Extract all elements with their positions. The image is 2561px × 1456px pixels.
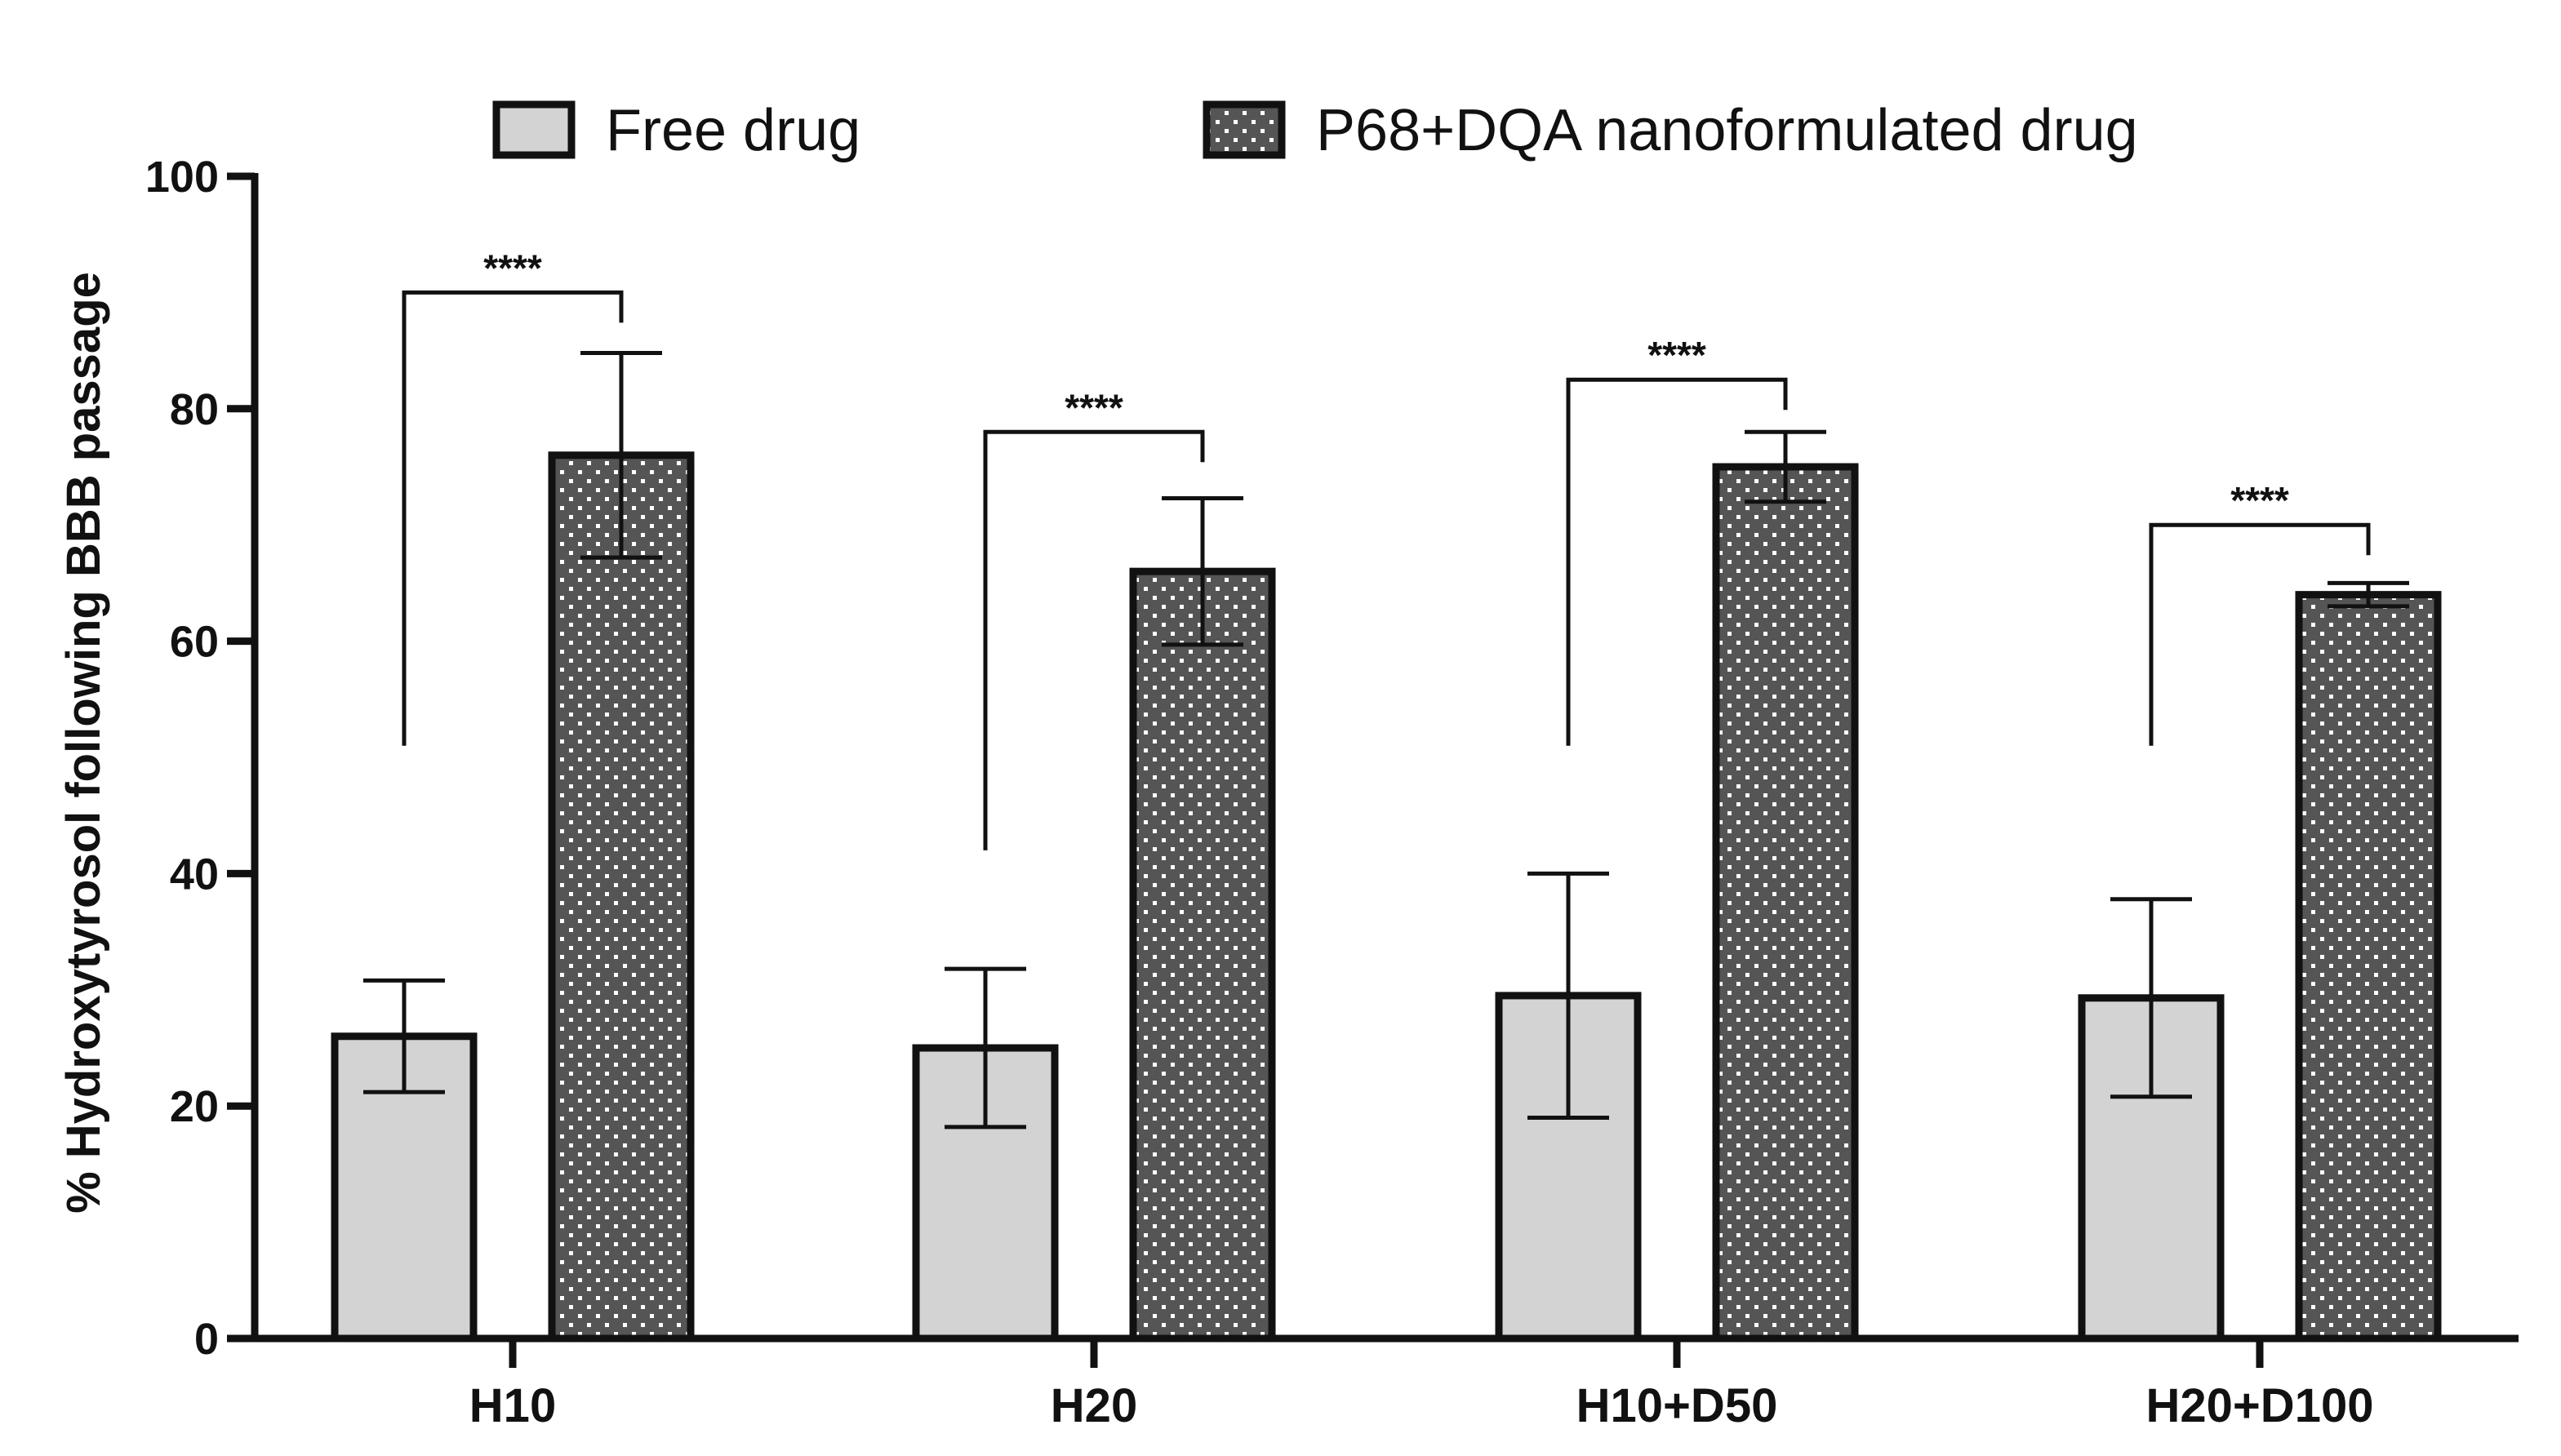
y-tick-label-60: 60	[170, 618, 219, 667]
x-category-label: H10	[469, 1379, 556, 1432]
bar-p68-dqa-nanoformulated-drug	[548, 451, 695, 1343]
y-tick-label-80: 80	[170, 385, 219, 434]
legend-swatch-nanoformulated-drug	[1203, 100, 1286, 159]
legend-label-free-drug: Free drug	[606, 98, 860, 163]
significance-bracket	[983, 429, 1205, 850]
bar-p68-dqa-nanoformulated-drug	[2295, 591, 2442, 1343]
x-category-label: H20	[1051, 1379, 1137, 1432]
y-tick-label-20: 20	[170, 1082, 219, 1131]
significance-bracket	[2149, 522, 2371, 746]
significance-bracket	[1566, 377, 1788, 746]
significance-label: ****	[1647, 334, 1706, 376]
y-tick-label-0: 0	[194, 1315, 219, 1364]
y-tick-label-40: 40	[170, 850, 219, 899]
significance-label: ****	[2230, 479, 2289, 522]
bar-p68-dqa-nanoformulated-drug	[1712, 463, 1859, 1343]
x-category-label: H10+D50	[1576, 1379, 1778, 1432]
bar-p68-dqa-nanoformulated-drug	[1129, 567, 1276, 1343]
significance-label: ****	[483, 246, 542, 289]
y-tick-label-100: 100	[145, 153, 219, 202]
legend: Free drug P68+DQA nanoformulated drug	[492, 98, 2138, 163]
legend-label-nanoformulated-drug: P68+DQA nanoformulated drug	[1316, 98, 2138, 163]
significance-label: ****	[1065, 386, 1123, 428]
x-axis: H10 H20 H10+D50 H20+D100	[251, 1334, 2519, 1432]
x-category-label: H20+D100	[2146, 1379, 2374, 1432]
legend-swatch-free-drug	[492, 100, 576, 159]
y-axis-title: % Hydroxytyrosol following BBB passage	[57, 272, 110, 1214]
plot-area: **** **** **** ****	[331, 246, 2442, 1343]
y-axis: 0 20 40 60 80 100	[145, 153, 259, 1364]
significance-bracket	[402, 290, 624, 746]
